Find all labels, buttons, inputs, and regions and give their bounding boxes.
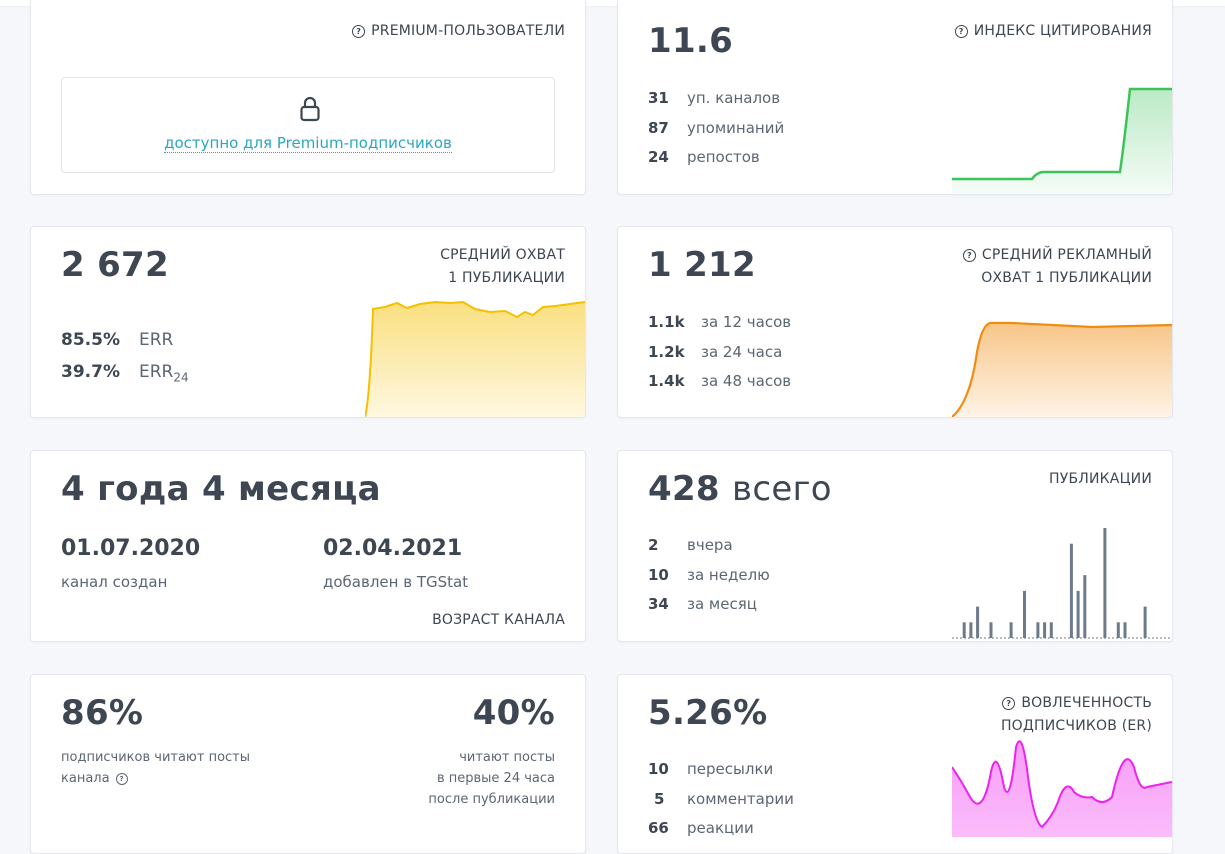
stat-row: 5 комментарии [654,789,794,808]
readers-24h-value: 40% [472,693,555,733]
publication-bar [969,622,973,638]
help-icon[interactable]: ? [115,773,128,785]
publication-bar [1103,528,1107,638]
publications-bar-chart [952,528,1172,639]
top-header-strip [0,0,1225,6]
ad-reach-label: ? СРЕДНИЙ РЕКЛАМНЫЙ ОХВАТ 1 ПУБЛИКАЦИИ [962,244,1152,290]
readers-card: 86% подписчиков читают посты канала? 40%… [30,674,586,854]
publication-bar [1009,622,1013,638]
engagement-value: 5.26% [648,693,768,733]
publications-label: ПУБЛИКАЦИИ [1049,471,1152,487]
help-icon[interactable]: ? [352,25,366,38]
ad-reach-stats: 1.1k за 12 часов 1.2k за 24 часа 1.4k за 48… [648,308,791,397]
average-reach-sparkline [365,300,585,417]
publication-bar [989,622,993,638]
citation-index-value: 11.6 [648,21,734,61]
average-reach-value: 2 672 [61,245,169,285]
stat-row: 1.2k за 24 часа [648,342,783,361]
help-icon[interactable]: ? [962,249,976,262]
err24-row: 39.7% ERR24 [61,362,189,385]
stat-row: 24 репостов [648,148,760,166]
publication-bar [976,606,980,638]
publication-bar [1076,590,1080,638]
readers-24h-caption: читают посты в первые 24 часа после публ… [428,750,555,807]
publication-bar [1036,622,1040,638]
channel-age-label: ВОЗРАСТ КАНАЛА [432,612,565,628]
publication-bar [1069,543,1073,638]
publications-stats: 2 вчера 10 за неделю 34 за месяц [648,531,770,620]
help-icon[interactable]: ? [954,25,968,38]
publication-bar [1116,622,1120,638]
premium-locked-box: доступно для Premium-подписчиков [61,77,555,173]
ad-reach-sparkline [952,321,1172,417]
added-date: 02.04.2021 [323,536,463,561]
publication-bar [1123,622,1127,638]
stat-row: 10 пересылки [648,760,774,778]
publication-bar [1049,622,1053,638]
engagement-sparkline [952,740,1172,837]
stat-row: 31 уп. каналов [648,89,781,107]
ad-reach-value: 1 212 [648,245,756,285]
stat-row: 1.1k за 12 часов [648,313,792,331]
publications-card: 428 всего ПУБЛИКАЦИИ 2 вчера 10 за неделю … [617,450,1173,642]
stat-row: 87 упоминаний [648,118,785,137]
channel-age-card: 4 года 4 месяца 01.07.2020 канал создан … [30,450,586,642]
premium-subscribers-link[interactable]: доступно для Premium-подписчиков [164,134,452,153]
engagement-label: ? ВОВЛЕЧЕННОСТЬ ПОДПИСЧИКОВ (ER) [1000,695,1152,734]
publication-bar [1083,575,1087,638]
engagement-stats: 10 пересылки 5 комментарии 66 реакции [648,755,794,844]
citation-index-label: ? ИНДЕКС ЦИТИРОВАНИЯ [954,20,1152,43]
created-date: 01.07.2020 [61,536,201,561]
help-icon[interactable]: ? [1002,697,1016,710]
lock-icon [300,96,320,122]
publication-bar [1023,590,1026,638]
publication-bar [1143,606,1147,638]
created-caption: канал создан [61,573,168,591]
readers-caption: подписчиков читают посты канала? [61,750,251,786]
stat-row: 2 вчера [648,536,733,554]
stat-row: 34 за месяц [648,595,757,613]
premium-users-card: ? PREMIUM-ПОЛЬЗОВАТЕЛИ доступно для Premi… [30,0,586,195]
average-reach-label: СРЕДНИЙ ОХВАТ 1 ПУБЛИКАЦИИ [440,247,565,286]
citation-stats: 31 уп. каналов 87 упоминаний 24 репостов [648,84,784,173]
average-reach-card: 2 672 СРЕДНИЙ ОХВАТ 1 ПУБЛИКАЦИИ 85.5% ER… [30,226,586,418]
stat-row: 10 за неделю [648,565,770,584]
publications-value: 428 всего [648,469,832,509]
added-caption: добавлен в TGStat [323,573,469,591]
readers-percent-value: 86% [61,693,144,733]
stat-row: 1.4k за 48 часов [648,372,792,390]
publication-bar [1043,622,1047,638]
err-row: 85.5% ERR [61,330,174,350]
engagement-card: 5.26% ? ВОВЛЕЧЕННОСТЬ ПОДПИСЧИКОВ (ER) 10… [617,674,1173,854]
channel-age-value: 4 года 4 месяца [61,469,381,509]
premium-users-label: ? PREMIUM-ПОЛЬЗОВАТЕЛИ [352,20,565,43]
citation-sparkline [952,87,1172,194]
publication-bar [962,622,966,638]
err-stats: 85.5% ERR 39.7% ERR24 [61,324,189,393]
ad-reach-card: 1 212 ? СРЕДНИЙ РЕКЛАМНЫЙ ОХВАТ 1 ПУБЛИКА… [617,226,1173,418]
citation-index-card: 11.6 ? ИНДЕКС ЦИТИРОВАНИЯ 31 уп. каналов 8… [617,0,1173,195]
stat-row: 66 реакции [648,819,754,837]
